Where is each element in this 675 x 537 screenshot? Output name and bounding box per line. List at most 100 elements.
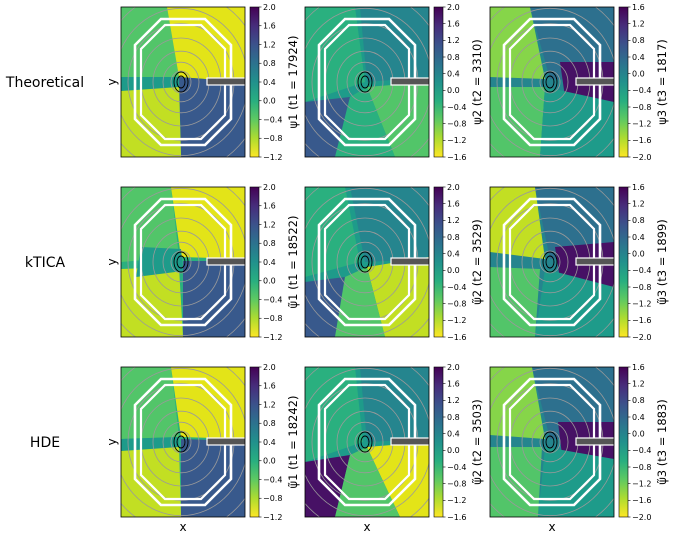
colorbar	[433, 366, 444, 518]
core-contour-inner	[176, 435, 186, 449]
colorbar-tick-label: 2.0	[447, 363, 460, 372]
heatmap-region	[305, 277, 345, 337]
panel-frame	[120, 366, 246, 518]
core-contour-outer	[173, 251, 189, 273]
colorbar-tick-label: −0.4	[632, 266, 651, 275]
colorbar-tick-label: 1.2	[447, 396, 460, 405]
x-axis-label-2: x	[548, 520, 555, 534]
contour-line	[490, 7, 614, 157]
boundary-inner	[139, 203, 227, 321]
boundary-outer	[133, 17, 233, 147]
colorbar-tick-label: 0.0	[632, 429, 645, 438]
core-contour-inner	[360, 435, 370, 449]
colorbar-tick-label: −0.8	[447, 479, 466, 488]
colorbar-tick-label: 0.0	[447, 266, 460, 275]
colorbar-tick-label: −1.2	[263, 513, 282, 522]
contour-line	[354, 430, 376, 454]
colorbar-tick-label: −0.8	[632, 103, 651, 112]
colorbar-tick-label: 0.4	[447, 429, 460, 438]
colorbar-tick-label: 0.8	[447, 53, 460, 62]
core-contour-inner	[360, 255, 370, 269]
boundary-outer	[133, 377, 233, 507]
y-axis-label-1: y	[105, 258, 119, 265]
colorbar-tick-label: 1.6	[447, 199, 460, 208]
colorbar-tick-label: 0.0	[447, 86, 460, 95]
boundary-inner	[139, 383, 227, 501]
colorbar-tick-label: −0.4	[447, 103, 466, 112]
colorbar-tick-label: 0.0	[447, 446, 460, 455]
colorbar-tick-label: −1.2	[447, 496, 466, 505]
colorbar-tick-label: 1.2	[632, 19, 645, 28]
colorbar-tick-label: −1.6	[447, 153, 466, 162]
colorbar-tick-label: 0.4	[263, 258, 276, 267]
contour-line	[354, 70, 376, 94]
boundary-inner	[323, 383, 411, 501]
y-axis-label-0: y	[105, 78, 119, 85]
core-contour-outer	[173, 71, 189, 93]
x-axis-label-0: x	[179, 520, 186, 534]
channel-bar	[575, 437, 614, 446]
colorbar-tick-label: 0.4	[263, 438, 276, 447]
colorbar-label: ψ̃3 (t3 = 1899)	[655, 219, 669, 305]
colorbar-tick-label: 1.2	[263, 40, 276, 49]
channel-bar	[390, 437, 429, 446]
colorbar-tick-label: 0.0	[632, 249, 645, 258]
colorbar-tick-label: 2.0	[263, 3, 276, 12]
boundary-inner	[508, 203, 596, 321]
channel-bar	[575, 77, 614, 86]
colorbar-tick-label: 1.2	[632, 199, 645, 208]
panel-0-2: 1.6 1.2 0.8 0.4 0.0 −0.4 −0.8 −1.2 −1.6 −2.0 ψ3 (t…	[489, 3, 669, 162]
colorbar-tick-label: −2.0	[632, 333, 651, 342]
colorbar-tick-label: 0.8	[263, 239, 276, 248]
core-contour-outer	[542, 251, 558, 273]
boundary-outer	[317, 17, 417, 147]
colorbar-tick-label: −0.8	[632, 283, 651, 292]
colorbar-tick-label: −0.4	[263, 295, 282, 304]
contour-line	[531, 421, 569, 463]
contour-line	[170, 70, 192, 94]
boundary-outer	[133, 197, 233, 327]
boundary-outer	[317, 197, 417, 327]
colorbar-label: ψ̃3 (t3 = 1883)	[655, 399, 669, 485]
core-contour-outer	[357, 251, 373, 273]
contour-line	[121, 187, 245, 337]
colorbar-tick-label: 1.6	[447, 379, 460, 388]
colorbar-tick-label: −1.2	[632, 479, 651, 488]
panel-frame	[304, 366, 430, 518]
contour-line	[305, 367, 429, 517]
colorbar-tick-label: 0.4	[263, 78, 276, 87]
colorbar-label: ψ1 (t1 = 17924)	[286, 36, 300, 129]
heatmap-region	[136, 247, 183, 277]
panel-1-2: 1.6 1.2 0.8 0.4 0.0 −0.4 −0.8 −1.2 −1.6 −2.0 ψ̃3 (…	[489, 183, 669, 342]
colorbar-tick-label: 2.0	[263, 363, 276, 372]
colorbar-tick-label: 0.8	[632, 36, 645, 45]
colorbar-tick-label: 1.6	[263, 202, 276, 211]
core-contour-inner	[545, 435, 555, 449]
row-label-2: HDE	[30, 435, 60, 451]
colorbar-tick-label: −1.2	[447, 316, 466, 325]
panel-1-0: 2.0 1.6 1.2 0.8 0.4 0.0 −0.4 −0.8 −1.2 ψ̃1 (t1 = …	[120, 183, 300, 342]
core-contour-inner	[545, 75, 555, 89]
boundary-outer	[502, 17, 602, 147]
heatmap-region	[121, 267, 183, 337]
colorbar-tick-label: 1.2	[447, 216, 460, 225]
colorbar	[433, 186, 444, 338]
colorbar-tick-label: −0.8	[263, 134, 282, 143]
contour-line	[162, 421, 200, 463]
colorbar-tick-label: 0.4	[632, 53, 645, 62]
colorbar-tick-label: 1.6	[632, 363, 645, 372]
colorbar	[249, 186, 260, 338]
contour-line	[490, 367, 614, 517]
colorbar-tick-label: −0.8	[447, 119, 466, 128]
colorbar-tick-label: −1.2	[263, 153, 282, 162]
panel-2-1: 2.0 1.6 1.2 0.8 0.4 0.0 −0.4 −0.8 −1.2 −1.6 ψ̃2 (t…	[304, 363, 484, 522]
colorbar	[249, 366, 260, 518]
panel-frame	[489, 366, 615, 518]
colorbar	[618, 366, 629, 518]
colorbar-tick-label: 0.4	[447, 249, 460, 258]
colorbar-tick-label: 1.2	[263, 400, 276, 409]
contour-line	[531, 241, 569, 283]
row-label-0: Theoretical	[5, 75, 84, 91]
boundary-outer	[317, 377, 417, 507]
core-contour-outer	[357, 431, 373, 453]
